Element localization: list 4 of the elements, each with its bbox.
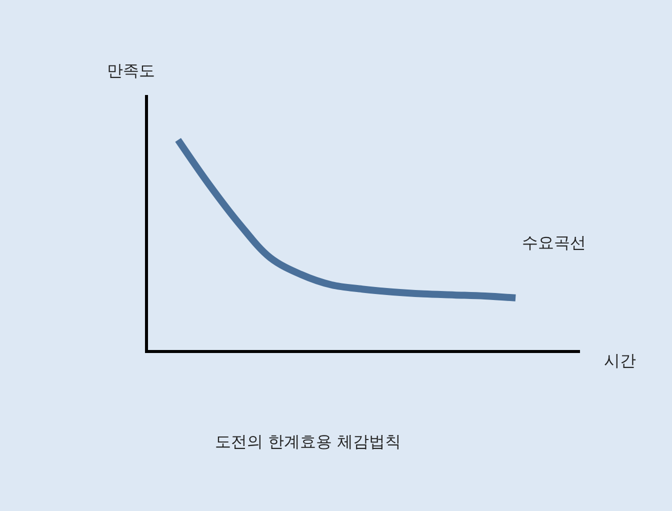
annotation: 수요곡선 [522,233,586,252]
x-axis-title: 시간 [604,351,636,370]
y-axis-title: 만족도 [107,61,155,80]
text: 도전의 한계효용 체감법칙 [215,432,402,451]
